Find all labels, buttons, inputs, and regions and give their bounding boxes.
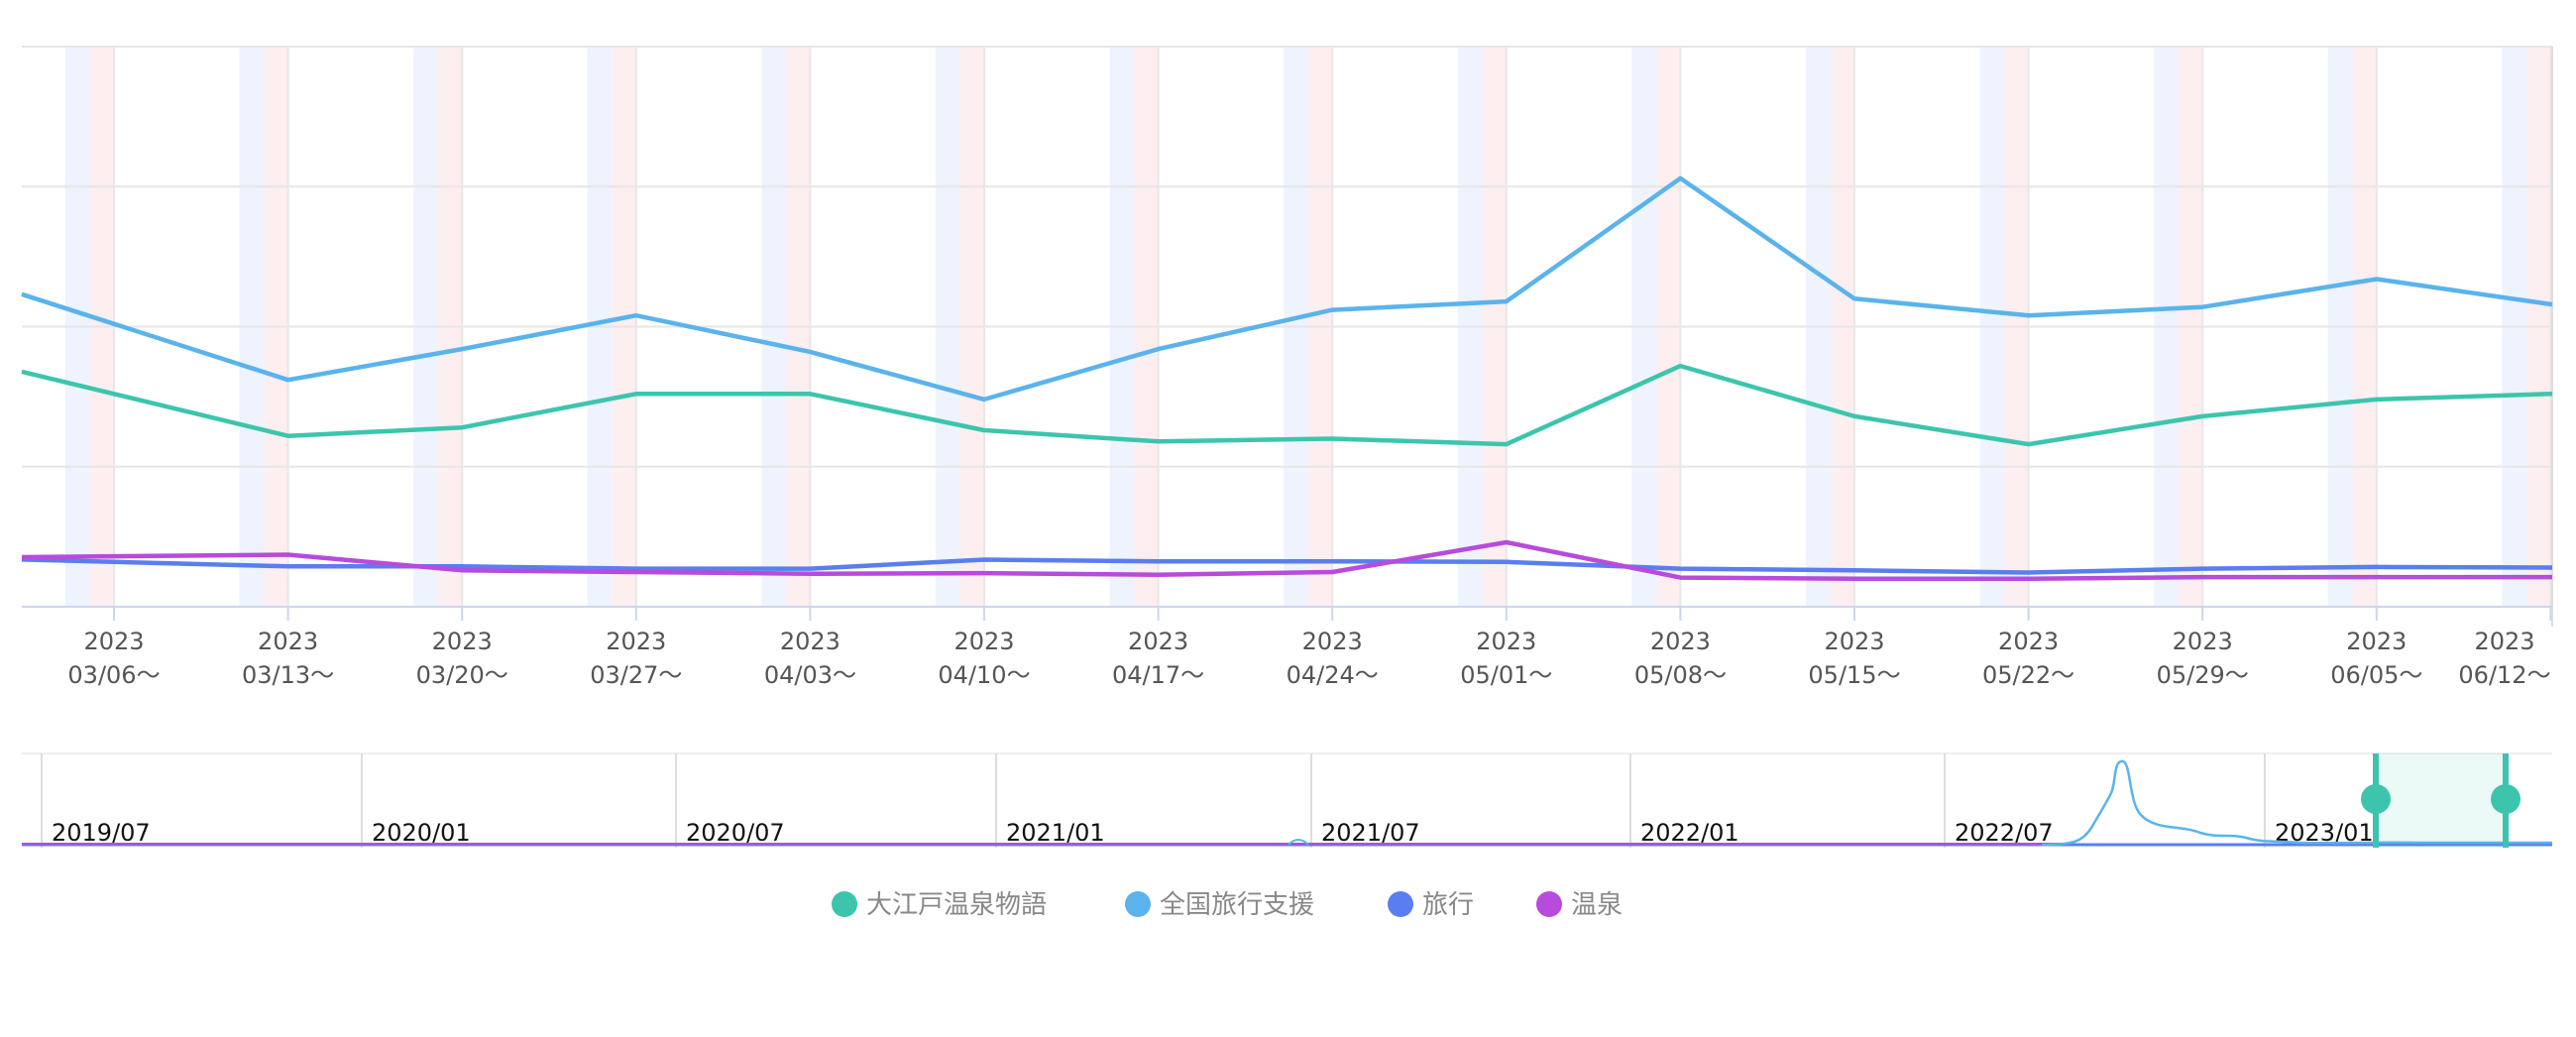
x-tick-date: 06/12〜 bbox=[2458, 661, 2550, 689]
x-tick-year: 2023 bbox=[1998, 628, 2059, 655]
x-tick-date: 04/10〜 bbox=[938, 661, 1030, 689]
series-line bbox=[21, 539, 2553, 582]
x-tick-date: 05/01〜 bbox=[1460, 661, 1552, 689]
navigator-selected-range bbox=[2376, 753, 2506, 848]
legend-item-label: 大江戸温泉物語 bbox=[866, 890, 1047, 920]
x-tick-date: 03/13〜 bbox=[242, 661, 334, 689]
x-tick-date: 05/08〜 bbox=[1634, 661, 1727, 689]
legend-marker bbox=[1388, 891, 1413, 917]
x-tick-date: 04/03〜 bbox=[764, 661, 856, 689]
navigator-label: 2022/01 bbox=[1640, 819, 1739, 847]
x-tick-year: 2023 bbox=[432, 628, 493, 655]
series-line bbox=[21, 175, 2553, 403]
x-tick-date: 03/06〜 bbox=[67, 661, 160, 689]
x-tick-year: 2023 bbox=[83, 628, 144, 655]
navigator-label: 2022/07 bbox=[1955, 819, 2054, 847]
navigator-label: 2021/07 bbox=[1321, 819, 1420, 847]
x-tick-date: 04/17〜 bbox=[1112, 661, 1204, 689]
x-tick-year: 2023 bbox=[1128, 628, 1188, 655]
x-tick-year: 2023 bbox=[1824, 628, 1884, 655]
navigator-label: 2020/01 bbox=[372, 819, 471, 847]
legend-marker bbox=[832, 891, 857, 917]
range-navigator[interactable]: 2019/07 2020/01 2020/07 2021/01 2021/07 2022/… bbox=[22, 752, 2552, 848]
navigator-label: 2020/07 bbox=[686, 819, 785, 847]
x-tick-year: 2023 bbox=[2173, 628, 2233, 655]
navigator-series-spike bbox=[2041, 759, 2552, 847]
legend-item-label: 全国旅行支援 bbox=[1160, 890, 1314, 920]
x-tick-date: 04/24〜 bbox=[1287, 661, 1379, 689]
navigator-series-blip bbox=[1288, 839, 1309, 846]
x-tick-year: 2023 bbox=[1476, 628, 1536, 655]
x-tick-date: 05/22〜 bbox=[1982, 661, 2074, 689]
x-tick-year: 2023 bbox=[2346, 628, 2407, 655]
legend-item-label: 旅行 bbox=[1422, 890, 1474, 920]
legend: 大江戸温泉物語 全国旅行支援 旅行 温泉 bbox=[832, 890, 1623, 920]
x-tick-date: 05/29〜 bbox=[2157, 661, 2249, 689]
navigator-left-handle[interactable] bbox=[2361, 784, 2391, 814]
x-tick-date: 03/27〜 bbox=[590, 661, 682, 689]
x-tick-date: 06/05〜 bbox=[2330, 661, 2422, 689]
series-line bbox=[21, 363, 2553, 447]
navigator-label: 2021/01 bbox=[1006, 819, 1105, 847]
x-tick-year: 2023 bbox=[1302, 628, 1363, 655]
x-axis: 2023 03/06〜 2023 03/13〜 2023 03/20〜 2023 03/27〜… bbox=[22, 606, 2552, 689]
x-tick-date: 05/15〜 bbox=[1808, 661, 1900, 689]
x-tick-year: 2023 bbox=[1650, 628, 1711, 655]
legend-marker bbox=[1125, 891, 1151, 917]
legend-marker bbox=[1536, 891, 1562, 917]
x-tick-year: 2023 bbox=[258, 628, 318, 655]
x-tick-year: 2023 bbox=[953, 628, 1014, 655]
legend-item-label: 温泉 bbox=[1571, 890, 1623, 920]
navigator-right-handle[interactable] bbox=[2491, 784, 2520, 814]
x-tick-year: 2023 bbox=[2474, 628, 2534, 655]
navigator-label: 2019/07 bbox=[52, 819, 151, 847]
x-tick-year: 2023 bbox=[606, 628, 666, 655]
series-lines bbox=[21, 175, 2553, 582]
x-tick-year: 2023 bbox=[780, 628, 840, 655]
x-tick-date: 03/20〜 bbox=[416, 661, 508, 689]
